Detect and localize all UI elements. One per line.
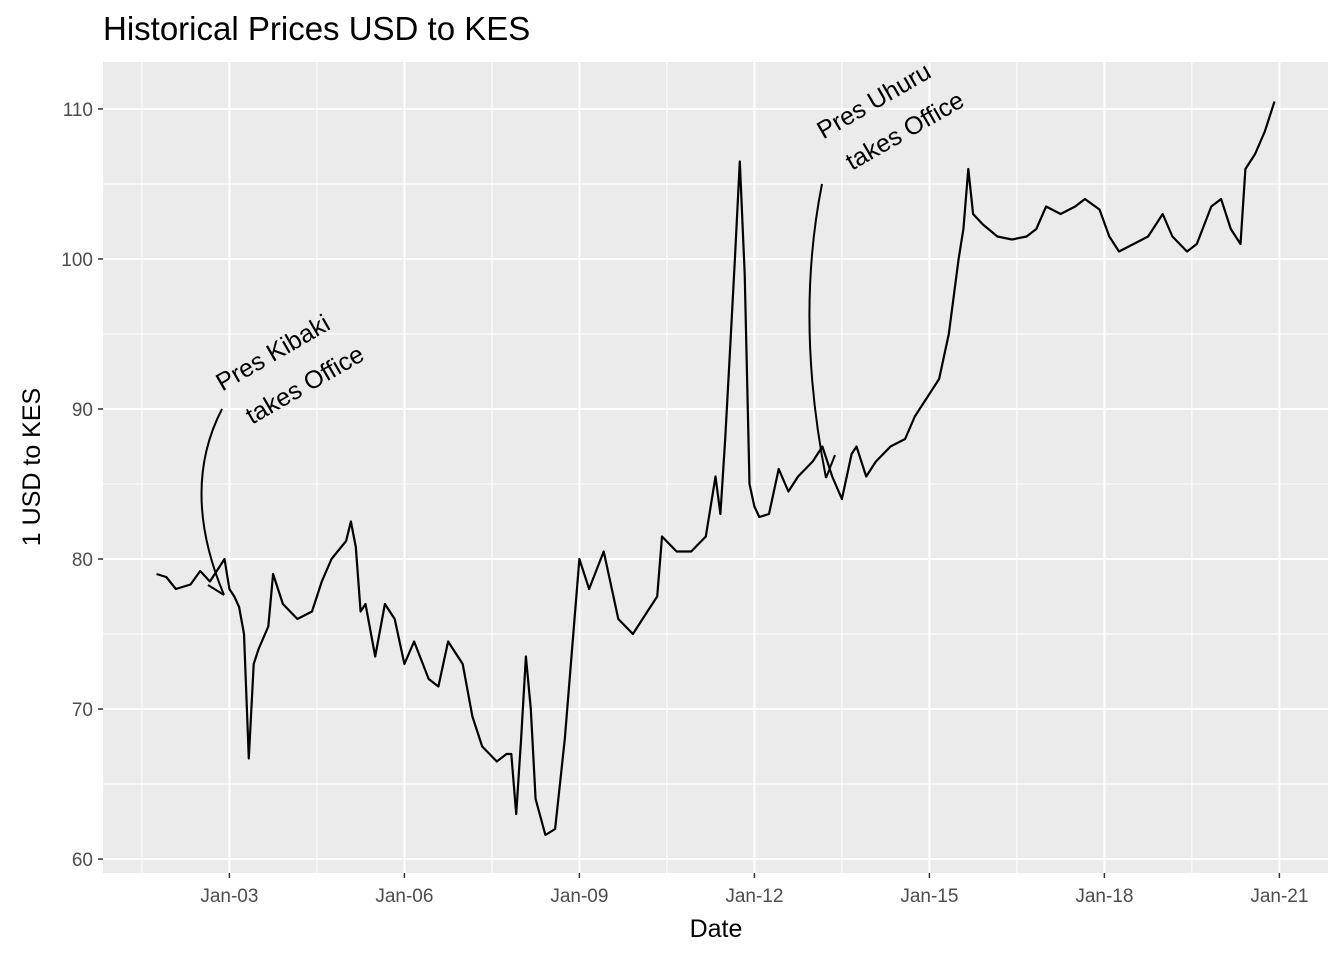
y-axis-title: 1 USD to KES xyxy=(18,388,46,546)
series xyxy=(156,101,1276,837)
chart-title: Historical Prices USD to KES xyxy=(103,10,530,47)
panel xyxy=(103,62,1328,873)
y-tick-label: 90 xyxy=(72,400,93,421)
x-tick-label: Jan-21 xyxy=(1250,886,1308,907)
x-tick-label: Jan-18 xyxy=(1075,886,1133,907)
x-tick-label: Jan-03 xyxy=(200,886,258,907)
x-tick-label: Jan-12 xyxy=(725,886,783,907)
y-tick-label: 100 xyxy=(61,250,93,271)
annotation-arrow-head xyxy=(207,584,225,596)
x-tick-label: Jan-06 xyxy=(375,886,433,907)
x-tick-label: Jan-15 xyxy=(900,886,958,907)
x-tick-label: Jan-09 xyxy=(550,886,608,907)
annotation-arrow xyxy=(808,183,827,479)
y-tick-label: 80 xyxy=(72,550,93,571)
price-line xyxy=(156,101,1276,837)
y-tick-label: 60 xyxy=(72,850,93,871)
annotation-arrow xyxy=(200,408,225,596)
grid xyxy=(103,62,1328,873)
y-tick-label: 70 xyxy=(72,700,93,721)
annotation-arrow-head xyxy=(825,454,836,479)
y-tick-label: 110 xyxy=(63,100,93,121)
x-axis-title: Date xyxy=(690,915,743,943)
